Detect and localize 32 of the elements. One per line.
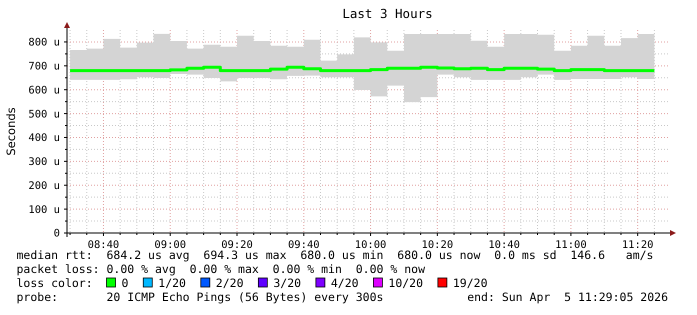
x-tick-label: 10:40: [488, 239, 520, 251]
x-tick-label: 10:00: [354, 239, 386, 251]
y-tick-label: 300 u: [28, 156, 60, 168]
y-tick-label: 200 u: [28, 180, 60, 192]
legend-label: 19/20: [452, 276, 488, 290]
legend-label: 10/20: [388, 276, 424, 290]
x-tick-label: 11:20: [622, 239, 654, 251]
legend-label: 3/20: [273, 276, 302, 290]
y-tick-label: 700 u: [28, 60, 60, 72]
text: median rtt: 684.2 us avg 694.3 us max 680.0 us min 680.0 us now 0.0 ms sd 146.6 am/s: [16, 248, 654, 262]
chart-title: Last 3 Hours: [342, 6, 433, 21]
text: end: Sun Apr 5 11:29:05 2026: [467, 290, 668, 304]
legend-label: 1/20: [158, 276, 186, 290]
x-tick-label: 11:00: [555, 239, 587, 251]
legend-label: 2/20: [216, 276, 244, 290]
text: packet loss: 0.00 % avg 0.00 % max 0.00 % min 0.00 % now: [16, 262, 426, 276]
legend-label: 4/20: [330, 276, 359, 290]
x-tick-label: 09:20: [221, 239, 253, 251]
x-tick-label: 10:20: [422, 239, 454, 251]
x-tick-label: 08:40: [88, 239, 120, 251]
y-tick-label: 800 u: [28, 36, 60, 49]
y-tick-label: 0: [54, 228, 60, 240]
y-tick-label: 500 u: [28, 108, 60, 120]
y-tick-label: 400 u: [28, 132, 60, 144]
y-tick-label: 100 u: [28, 204, 60, 216]
text: probe: 20 ICMP Echo Pings (56 Bytes) every 300s: [16, 290, 384, 304]
x-tick-label: 09:00: [154, 239, 186, 251]
y-tick-label: 600 u: [28, 84, 60, 96]
x-tick-label: 09:40: [288, 239, 320, 251]
legend-title: loss color:: [16, 276, 93, 290]
legend-label: 0: [122, 276, 128, 290]
y-axis-title: Seconds: [4, 107, 18, 156]
